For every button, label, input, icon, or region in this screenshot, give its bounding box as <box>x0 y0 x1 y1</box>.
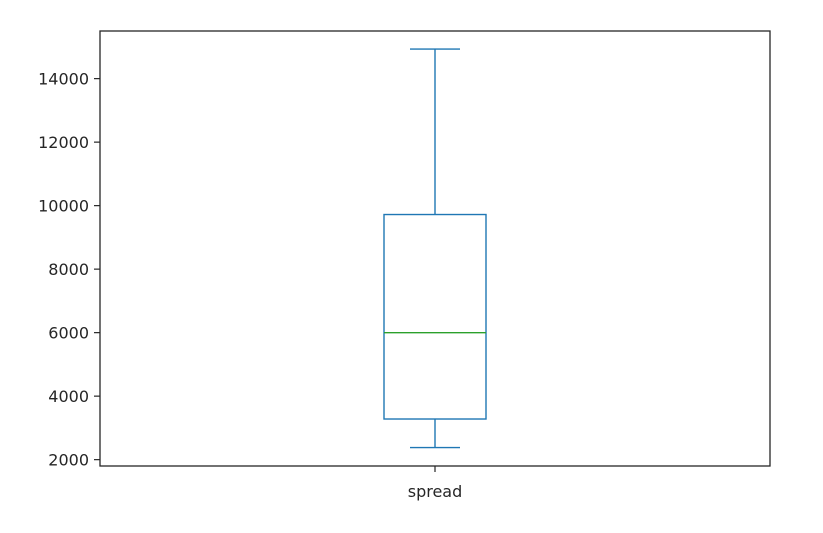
x-axis: spread <box>408 466 463 501</box>
y-tick-label: 4000 <box>48 387 89 406</box>
box-iqr <box>383 213 487 420</box>
y-tick-label: 8000 <box>48 260 89 279</box>
y-tick-label: 10000 <box>38 197 89 216</box>
plot-frame <box>99 30 771 467</box>
y-axis: 2000 4000 6000 8000 10000 12000 14000 <box>38 70 100 470</box>
x-tick-label: spread <box>408 482 463 501</box>
y-tick-label: 14000 <box>38 70 89 89</box>
y-tick-label: 12000 <box>38 133 89 152</box>
y-tick-label: 2000 <box>48 451 89 470</box>
y-tick-label: 6000 <box>48 324 89 343</box>
box-series <box>383 48 487 449</box>
